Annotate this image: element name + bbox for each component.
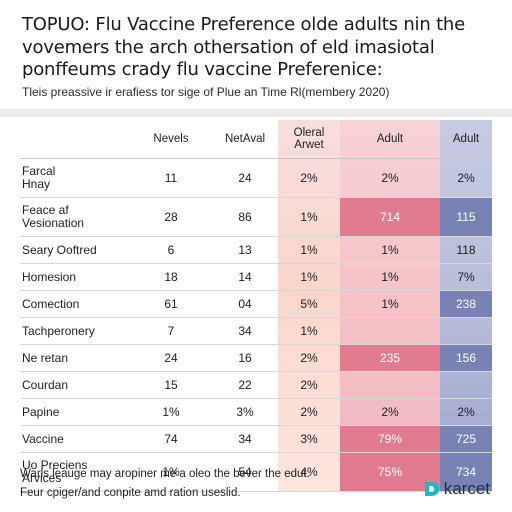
table-cell: 14 <box>238 270 252 284</box>
table-cell: 04 <box>238 297 252 311</box>
row-label: Vaccine <box>22 431 64 446</box>
table-cell: 5% <box>300 297 318 311</box>
row-label: Tachperonery <box>22 323 95 338</box>
table-cell: 11 <box>164 171 178 185</box>
table-cell: 725 <box>440 426 492 452</box>
table-cell: 714 <box>340 198 440 236</box>
row-label: Seary Ooftred <box>22 242 97 257</box>
table-row: Vaccine 74 34 3% 79% 725 <box>20 426 492 453</box>
row-label: Uo Preciens Arvices <box>22 458 88 485</box>
table-cell: 1% <box>300 324 318 338</box>
table-cell: 1% <box>381 270 399 284</box>
column-header <box>20 120 130 158</box>
brand-logo: karcet <box>423 479 490 499</box>
table-cell: 1% <box>162 465 180 479</box>
chart-title: TOPUO: Flu Vaccine Preference olde adult… <box>22 14 466 80</box>
table-cell: 734 <box>440 453 492 491</box>
table-row: Ne retan 24 16 2% 235 156 <box>20 345 492 372</box>
table-row: Farcal Hnay 11 24 2% 2% 2% <box>20 159 492 198</box>
table-cell: 3% <box>236 405 254 419</box>
table-row: Feace af Vesionation 28 86 1% 714 115 <box>20 198 492 237</box>
column-header: Adult <box>452 133 480 145</box>
table-cell: 18 <box>164 270 178 284</box>
table-cell: 2% <box>300 171 318 185</box>
table-cell: 2% <box>300 405 318 419</box>
logo-text: karcet <box>443 479 490 498</box>
table-cell: 34 <box>238 432 252 446</box>
table-cell: 61 <box>164 297 178 311</box>
table-cell: 15 <box>164 378 178 392</box>
table-cell: 2% <box>381 171 399 185</box>
table-row: Tachperonery 7 34 1% <box>20 318 492 345</box>
table-cell: 1% <box>300 243 318 257</box>
table-cell: 2% <box>300 351 318 365</box>
table-cell: 2% <box>457 405 475 419</box>
table-cell: 16 <box>238 351 252 365</box>
table-cell: 156 <box>440 345 492 371</box>
table-cell: 24 <box>238 171 252 185</box>
table-cell: 22 <box>238 378 252 392</box>
table-cell: 79% <box>340 426 440 452</box>
table-row: Uo Preciens Arvices 1% 54 4% 75% 734 <box>20 453 492 492</box>
row-label: Papine <box>22 404 60 419</box>
data-table: Nevels NetAval Oleral Arwet Adult Adult Farc… <box>20 120 492 492</box>
table-cell: 54 <box>238 465 252 479</box>
table-cell: 2% <box>457 171 475 185</box>
table-cell <box>440 318 492 344</box>
table-cell: 118 <box>456 243 476 257</box>
table-cell: 75% <box>340 453 440 491</box>
row-label: Ne retan <box>22 350 69 365</box>
table-row: Papine 1% 3% 2% 2% 2% <box>20 399 492 426</box>
table-cell: 235 <box>340 345 440 371</box>
row-label: Homesion <box>22 269 77 284</box>
table-header: Nevels NetAval Oleral Arwet Adult Adult <box>20 120 492 159</box>
table-row: Seary Ooftred 6 13 1% 1% 118 <box>20 237 492 264</box>
table-cell: 86 <box>238 210 252 224</box>
table-cell: 13 <box>238 243 252 257</box>
chart-subtitle: Tleis preassive ir erafiess tor sige of … <box>22 85 390 99</box>
table-body: Farcal Hnay 11 24 2% 2% 2% Feace af Vesionatio… <box>20 159 492 492</box>
table-cell: 28 <box>164 210 178 224</box>
table-cell <box>340 318 440 344</box>
table-cell: 1% <box>381 297 399 311</box>
table-cell: 34 <box>238 324 252 338</box>
table-cell: 1% <box>300 270 318 284</box>
table-row: Courdan 15 22 2% <box>20 372 492 399</box>
row-label: Feace af Vesionation <box>22 203 85 230</box>
table-row: Homesion 18 14 1% 1% 7% <box>20 264 492 291</box>
column-header: Nevels <box>153 133 189 145</box>
table-cell: 1% <box>300 210 318 224</box>
footer-note-2: Feur cpiger/and conpite amd ration usesl… <box>20 487 241 499</box>
row-label: Courdan <box>22 377 69 392</box>
col-bg-arwet <box>278 120 340 491</box>
table-cell: 4% <box>300 465 318 479</box>
table-cell: 6 <box>167 243 175 257</box>
row-label: Farcal Hnay <box>22 164 56 191</box>
table-cell: 2% <box>381 405 399 419</box>
d-logo-icon <box>424 482 439 496</box>
table-cell: 1% <box>381 243 399 257</box>
table-cell <box>440 372 492 398</box>
table-cell: 238 <box>440 291 492 317</box>
table-cell: 1% <box>162 405 180 419</box>
table-cell: 24 <box>164 351 178 365</box>
table-cell: 74 <box>164 432 178 446</box>
column-header: NetAval <box>224 133 266 145</box>
column-header: Oleral Arwet <box>293 127 325 151</box>
table-cell: 3% <box>300 432 318 446</box>
subtitle-divider <box>0 109 512 117</box>
column-header: Adult <box>376 133 404 145</box>
row-label: Comection <box>22 296 80 311</box>
table-row: Comection 61 04 5% 1% 238 <box>20 291 492 318</box>
footer-note-1: Warls leauge may aropiner me a oleo the … <box>20 468 310 480</box>
table-cell: 7% <box>457 270 475 284</box>
table-cell: 7 <box>167 324 175 338</box>
table-cell <box>340 372 440 398</box>
table-cell: 115 <box>440 198 492 236</box>
table-cell: 2% <box>300 378 318 392</box>
